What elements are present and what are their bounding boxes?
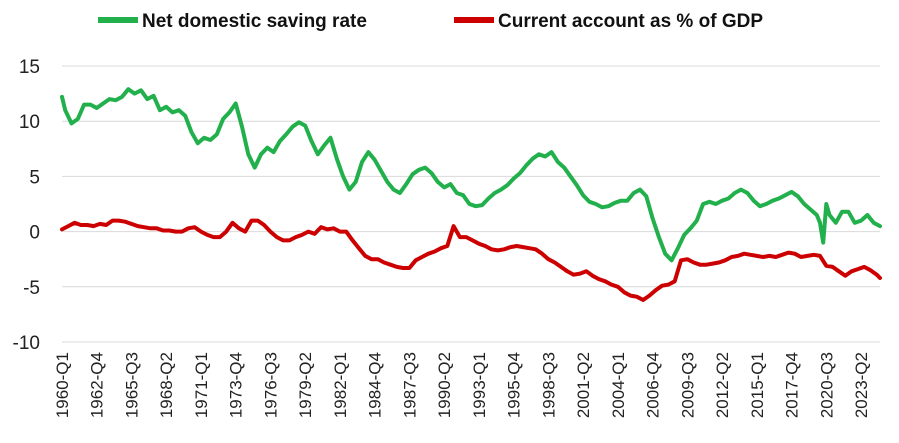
legend-label-current-account: Current account as % of GDP — [498, 11, 763, 32]
x-tick-label: 1987-Q3 — [400, 352, 419, 418]
x-tick-label: 1965-Q3 — [123, 352, 142, 418]
x-tick-label: 2012-Q2 — [713, 352, 732, 418]
x-tick-label: 1971-Q1 — [192, 352, 211, 418]
y-tick-label: 10 — [19, 112, 40, 133]
x-tick-label: 1968-Q2 — [157, 352, 176, 418]
x-tick-label: 1973-Q4 — [227, 352, 246, 418]
x-tick-label: 1979-Q2 — [296, 352, 315, 418]
y-tick-label: -10 — [13, 333, 40, 354]
x-tick-label: 1998-Q3 — [539, 352, 558, 418]
series-line-current-account — [60, 218, 882, 302]
x-tick-label: 2020-Q3 — [817, 352, 836, 418]
x-tick-label: 2006-Q4 — [644, 352, 663, 418]
x-tick-label: 2023-Q2 — [852, 352, 871, 418]
x-tick-label: 1995-Q4 — [505, 352, 524, 418]
x-tick-label: 2015-Q1 — [748, 352, 767, 418]
y-axis-ticks: 15 10 5 0 -5 -10 — [13, 57, 40, 354]
x-tick-label: 1960-Q1 — [53, 352, 72, 418]
x-tick-label: 2001-Q2 — [574, 352, 593, 418]
x-tick-label: 1990-Q2 — [435, 352, 454, 418]
series-lines — [60, 87, 882, 302]
legend: Net domestic saving rate Current account… — [98, 11, 763, 32]
y-tick-label: 15 — [19, 57, 40, 78]
x-tick-label: 1976-Q3 — [261, 352, 280, 418]
x-tick-label: 2017-Q4 — [783, 352, 802, 418]
x-tick-label: 1993-Q1 — [470, 352, 489, 418]
x-tick-label: 1962-Q4 — [88, 352, 107, 418]
x-axis-ticks: 1960-Q1 1962-Q4 1965-Q3 1968-Q2 1971-Q1 1973-… — [53, 352, 871, 418]
x-tick-label: 1982-Q1 — [331, 352, 350, 418]
x-tick-label: 2004-Q1 — [609, 352, 628, 418]
y-tick-label: 0 — [29, 223, 40, 244]
x-tick-label: 1984-Q4 — [366, 352, 385, 418]
series-line-saving — [60, 87, 882, 263]
y-tick-label: 5 — [29, 167, 40, 188]
x-tick-label: 2009-Q3 — [678, 352, 697, 418]
y-tick-label: -5 — [23, 278, 40, 299]
legend-label-saving: Net domestic saving rate — [142, 11, 367, 32]
